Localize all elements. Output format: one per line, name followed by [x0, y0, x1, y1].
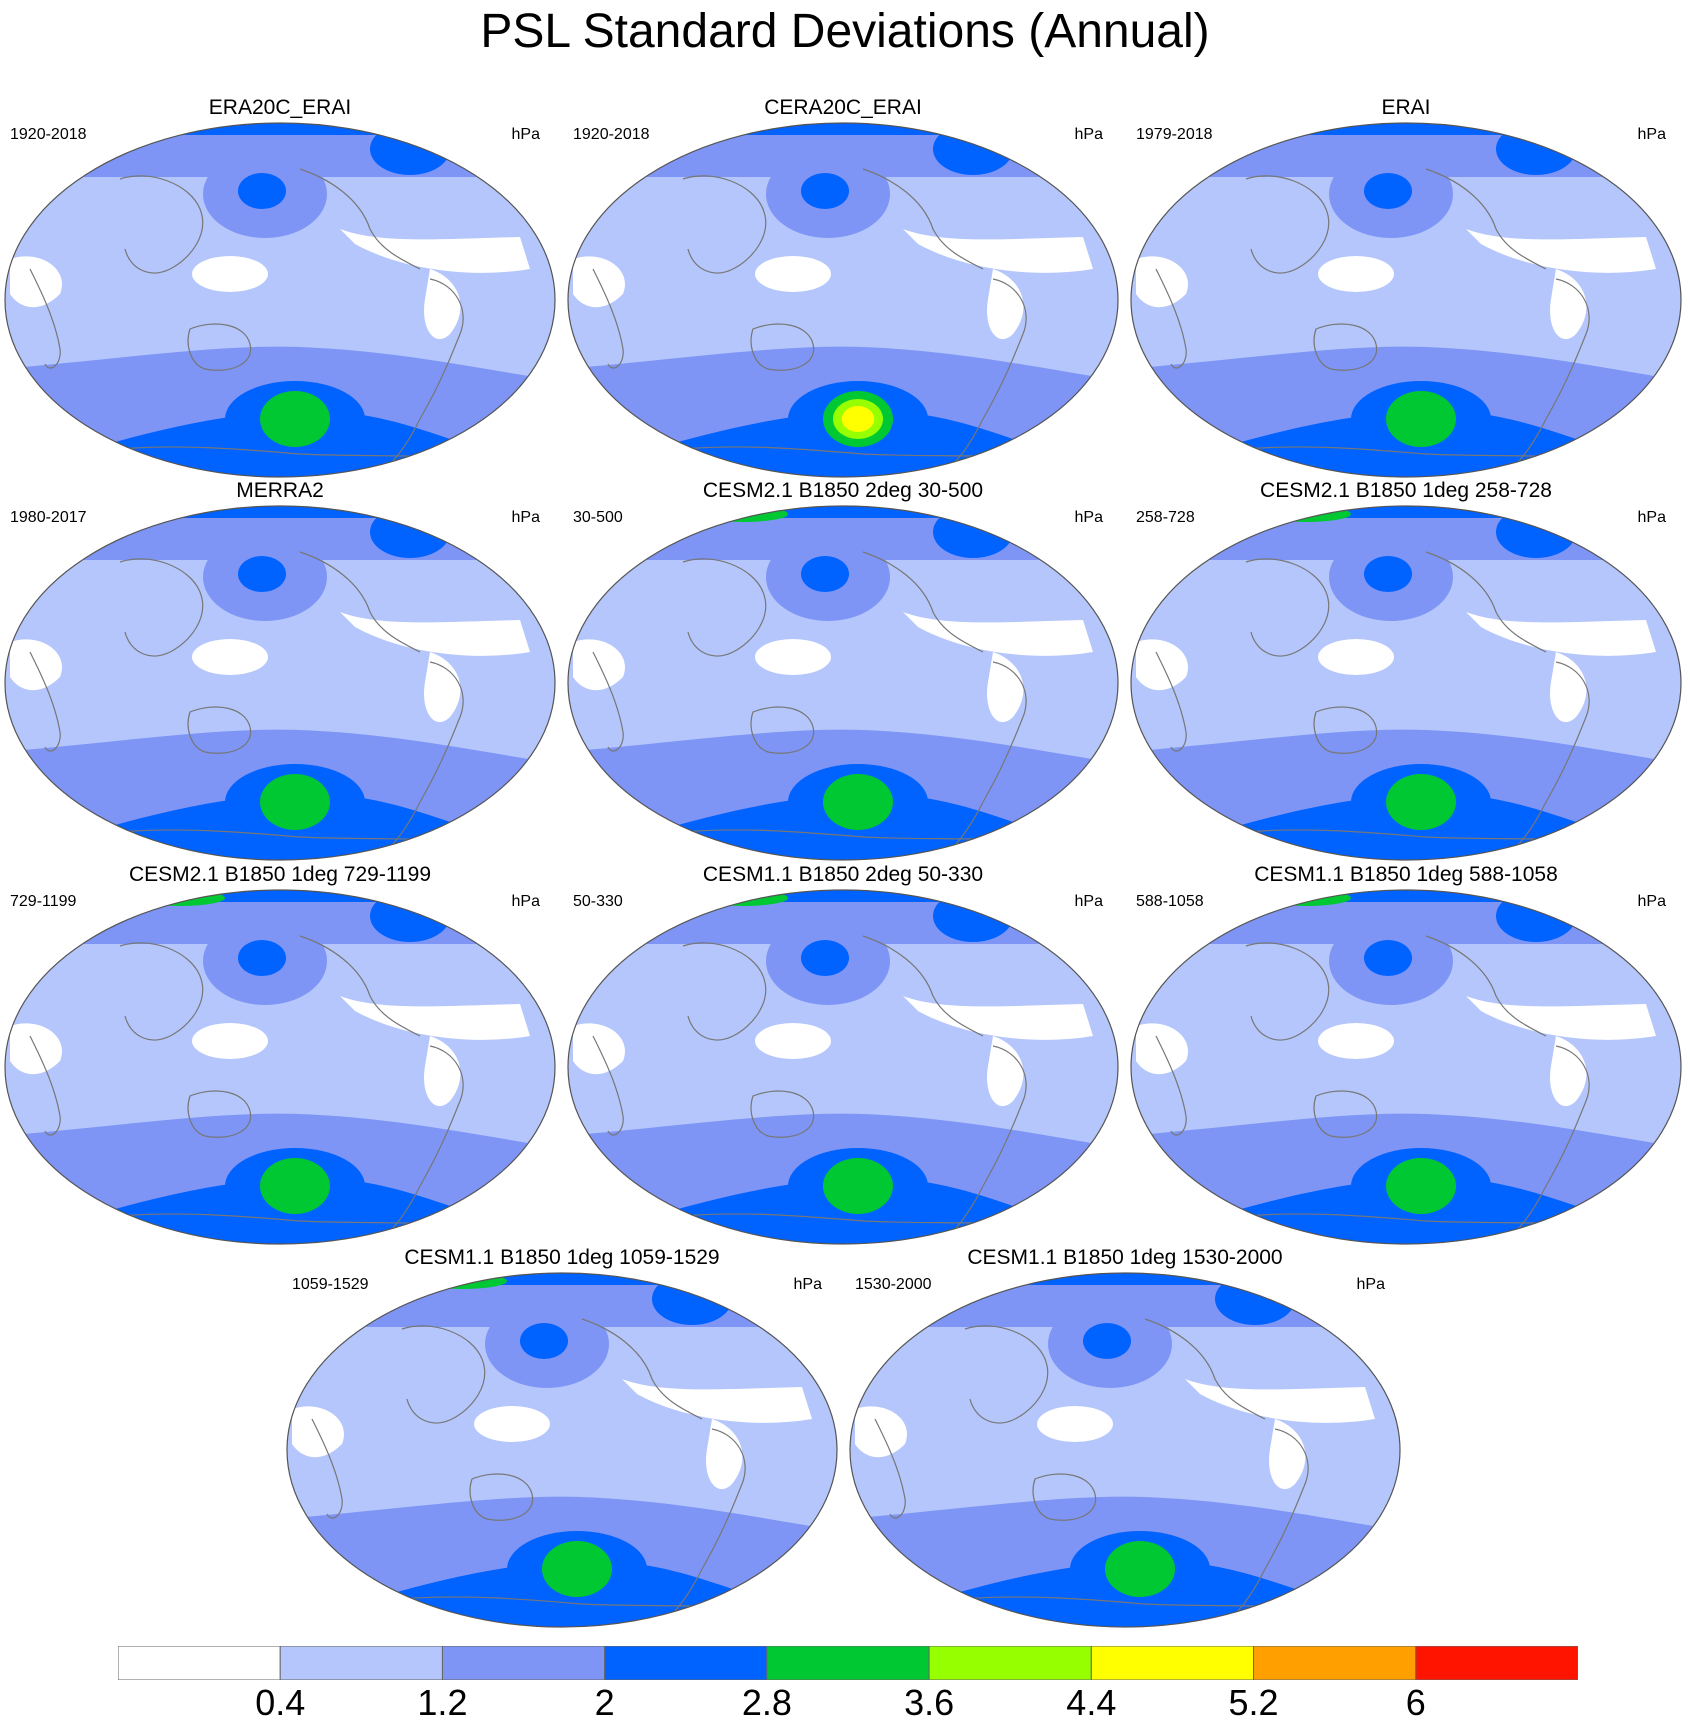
panel-unit: hPa [793, 1276, 822, 1293]
projection-map [567, 122, 1119, 478]
map-panel: CERA20C_ERAI 1920-2018 hPa [563, 96, 1123, 481]
colorbar-tick-label: 1.2 [417, 1682, 468, 1723]
panel-title: CESM2.1 B1850 1deg 258-728 [1260, 479, 1552, 502]
colorbar-tick-label: 3.6 [904, 1682, 955, 1723]
panel-year-range: 729-1199 [10, 893, 77, 910]
panel-year-range: 258-728 [1136, 509, 1195, 526]
projection-map [1130, 889, 1682, 1245]
panel-unit: hPa [511, 893, 540, 910]
panel-title: CESM1.1 B1850 1deg 1059-1529 [404, 1246, 720, 1269]
panel-unit: hPa [511, 126, 540, 143]
colorbar-tick-label: 5.2 [1228, 1682, 1279, 1723]
panel-title: CESM2.1 B1850 2deg 30-500 [702, 479, 984, 502]
colorbar-segment [279, 1646, 443, 1680]
colorbar-segment [766, 1646, 930, 1680]
projection-map [567, 889, 1119, 1245]
panel-title: ERA20C_ERAI [208, 96, 352, 119]
map-panel: CESM2.1 B1850 1deg 729-1199 729-1199 hPa [0, 863, 560, 1248]
projection-map [4, 122, 556, 478]
panel-title: CESM1.1 B1850 1deg 1530-2000 [967, 1246, 1283, 1269]
colorbar-tick-label: 4.4 [1066, 1682, 1117, 1723]
panel-unit: hPa [1074, 509, 1103, 526]
panel-year-range: 588-1058 [1136, 893, 1204, 910]
panel-title: CERA20C_ERAI [764, 96, 922, 119]
colorbar-labels: 0.4 1.2 2 2.8 3.6 4.4 5.2 6 [0, 1683, 1690, 1725]
projection-map [4, 889, 556, 1245]
map-panel: CESM1.1 B1850 1deg 1530-2000 1530-2000 hPa [845, 1246, 1405, 1631]
map-panel: CESM1.1 B1850 2deg 50-330 50-330 hPa [563, 863, 1123, 1248]
colorbar-segment [1090, 1646, 1255, 1680]
colorbar-tick-label: 2.8 [741, 1682, 792, 1723]
panel-unit: hPa [1637, 509, 1666, 526]
colorbar-segment [441, 1646, 606, 1680]
colorbar [118, 1646, 1578, 1680]
map-panel: CESM2.1 B1850 1deg 258-728 258-728 hPa [1126, 479, 1686, 864]
figure-title: PSL Standard Deviations (Annual) [480, 5, 1210, 58]
panel-unit: hPa [1074, 126, 1103, 143]
panel-title: CESM1.1 B1850 1deg 588-1058 [1254, 863, 1558, 886]
panel-title: CESM2.1 B1850 1deg 729-1199 [129, 863, 431, 886]
panel-year-range: 1059-1529 [292, 1276, 369, 1293]
projection-map [286, 1272, 838, 1628]
colorbar-segment [1253, 1646, 1417, 1680]
colorbar-segment [928, 1646, 1092, 1680]
panel-year-range: 1530-2000 [855, 1276, 932, 1293]
colorbar-segment [118, 1646, 281, 1680]
panel-year-range: 50-330 [573, 893, 623, 910]
map-panel: ERA20C_ERAI 1920-2018 hPa [0, 96, 560, 481]
panel-unit: hPa [511, 509, 540, 526]
colorbar-segment [604, 1646, 768, 1680]
panel-title: CESM1.1 B1850 2deg 50-330 [702, 863, 984, 886]
panel-year-range: 1920-2018 [10, 126, 87, 143]
projection-map [1130, 122, 1682, 478]
panel-year-range: 1980-2017 [10, 509, 87, 526]
projection-map [849, 1272, 1401, 1628]
panel-unit: hPa [1637, 893, 1666, 910]
map-panel: MERRA2 1980-2017 hPa [0, 479, 560, 864]
panel-year-range: 1920-2018 [573, 126, 650, 143]
colorbar-tick-label: 0.4 [255, 1682, 306, 1723]
colorbar-segment [1415, 1646, 1578, 1680]
map-panel: CESM2.1 B1850 2deg 30-500 30-500 hPa [563, 479, 1123, 864]
panel-title: MERRA2 [236, 479, 324, 502]
projection-map [1130, 505, 1682, 861]
projection-map [567, 505, 1119, 861]
projection-map [4, 505, 556, 861]
map-panel: CESM1.1 B1850 1deg 588-1058 588-1058 hPa [1126, 863, 1686, 1248]
panel-title: ERAI [1381, 96, 1431, 119]
panel-year-range: 30-500 [573, 509, 623, 526]
map-panel: CESM1.1 B1850 1deg 1059-1529 1059-1529 hPa [282, 1246, 842, 1631]
panel-unit: hPa [1074, 893, 1103, 910]
colorbar-tick-label: 6 [1405, 1682, 1426, 1723]
panel-unit: hPa [1637, 126, 1666, 143]
colorbar-tick-label: 2 [594, 1682, 615, 1723]
panel-year-range: 1979-2018 [1136, 126, 1213, 143]
panel-unit: hPa [1356, 1276, 1385, 1293]
map-panel: ERAI 1979-2018 hPa [1126, 96, 1686, 481]
